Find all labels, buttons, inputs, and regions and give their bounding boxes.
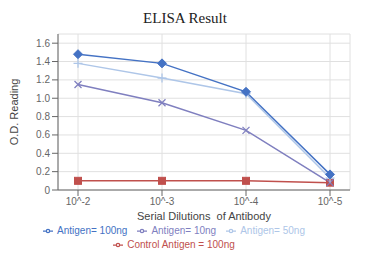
svg-text:O.D. Reading: O.D. Reading — [8, 79, 20, 146]
svg-text:10^-4: 10^-4 — [234, 196, 259, 207]
svg-text:10^-2: 10^-2 — [66, 196, 91, 207]
svg-text:1.6: 1.6 — [36, 38, 50, 49]
svg-text:1.0: 1.0 — [36, 93, 50, 104]
html-text:ELISA Result: ELISA Result — [143, 10, 227, 26]
svg-text:10^-3: 10^-3 — [150, 196, 175, 207]
svg-text:0: 0 — [44, 185, 50, 196]
svg-text:10^-5: 10^-5 — [318, 196, 343, 207]
html-text:Antigen= 10ng: Antigen= 10ng — [151, 225, 217, 236]
svg-text:0.6: 0.6 — [36, 129, 50, 140]
svg-text:1.4: 1.4 — [36, 56, 50, 67]
svg-text:1.2: 1.2 — [36, 74, 50, 85]
html-text:Antigen= 50ng: Antigen= 50ng — [240, 225, 305, 236]
svg-text:Serial Dilutions of Antibody: Serial Dilutions of Antibody — [137, 210, 271, 222]
svg-text:0.2: 0.2 — [36, 166, 50, 177]
svg-text:0.8: 0.8 — [36, 111, 50, 122]
html-text:Antigen= 100ng: Antigen= 100ng — [57, 225, 128, 236]
svg-text:0.4: 0.4 — [36, 148, 50, 159]
html-text:Control Antigen = 100ng: Control Antigen = 100ng — [127, 239, 235, 250]
